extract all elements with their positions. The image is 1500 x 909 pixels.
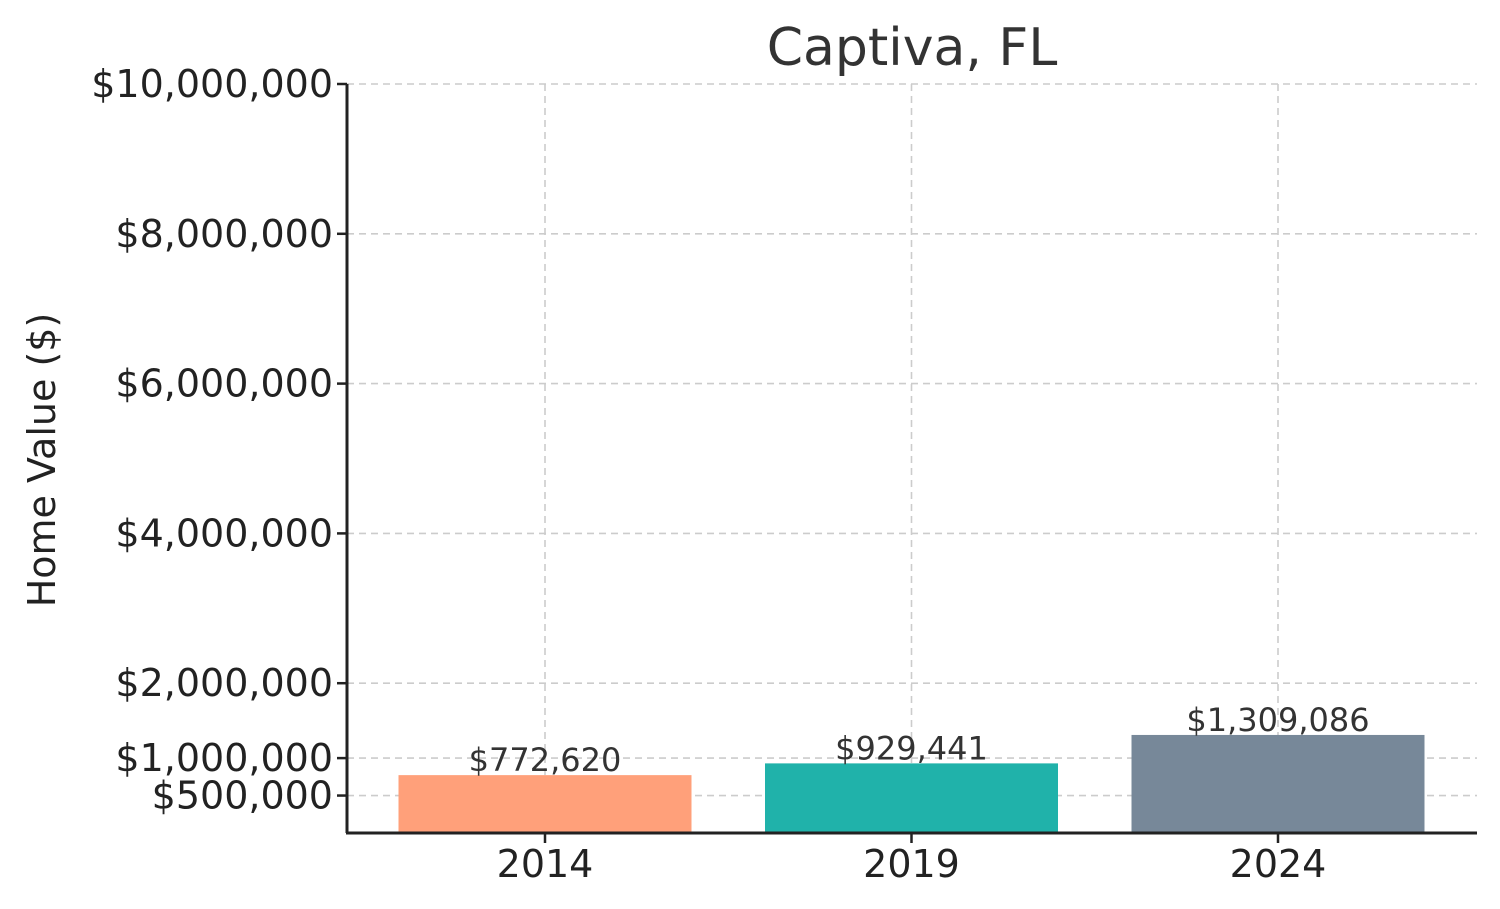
y-tick-label: $1,000,000 xyxy=(115,736,333,780)
y-tick-label: $10,000,000 xyxy=(91,62,333,106)
y-axis-label: Home Value ($) xyxy=(20,313,64,608)
y-ticks: $500,000$1,000,000 $2,000,000 $4,000,000 $6… xyxy=(91,62,347,818)
bar xyxy=(398,775,692,833)
bar-value-label: $772,620 xyxy=(469,741,622,779)
chart-title: Captiva, FL xyxy=(767,18,1058,78)
y-tick-label: $6,000,000 xyxy=(115,362,333,406)
y-tick-label: $4,000,000 xyxy=(115,511,333,555)
x-tick-label: 2024 xyxy=(1230,842,1327,886)
bar xyxy=(1131,734,1425,833)
bars xyxy=(398,734,1425,833)
y-tick-label: $500,000 xyxy=(152,774,333,818)
bar-value-label: $1,309,086 xyxy=(1186,701,1369,739)
bar-value-label: $929,441 xyxy=(835,729,988,767)
x-tick-label: 2019 xyxy=(863,842,960,886)
data-labels: $772,620 $929,441 $1,309,086 xyxy=(469,701,1370,779)
y-tick-label: $2,000,000 xyxy=(115,661,333,705)
bar xyxy=(765,763,1058,833)
x-ticks: 2014 2019 2024 xyxy=(497,833,1327,886)
x-tick-label: 2014 xyxy=(497,842,594,886)
y-tick-label: $8,000,000 xyxy=(115,212,333,256)
